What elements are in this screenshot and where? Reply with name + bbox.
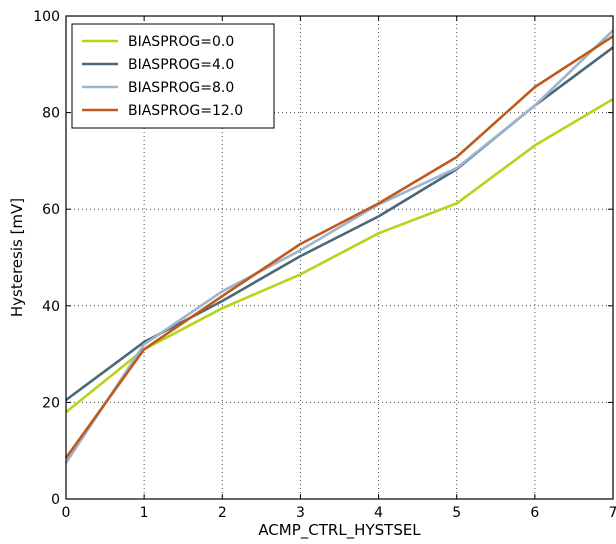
legend-label: BIASPROG=12.0 bbox=[128, 103, 243, 119]
x-axis-label: ACMP_CTRL_HYSTSEL bbox=[258, 521, 421, 540]
axis-ticks: 0 1 2 3 4 5 6 7 0 20 40 60 80 100 bbox=[33, 9, 616, 521]
x-tick-label: 6 bbox=[530, 505, 539, 521]
x-tick-label: 7 bbox=[609, 505, 616, 521]
x-tick-label: 4 bbox=[374, 505, 383, 521]
x-tick-label: 0 bbox=[62, 505, 71, 521]
x-tick-label: 3 bbox=[296, 505, 305, 521]
x-tick-label: 5 bbox=[452, 505, 461, 521]
x-tick-label: 1 bbox=[140, 505, 149, 521]
y-tick-label: 20 bbox=[42, 395, 60, 411]
series-line-2 bbox=[64, 29, 614, 464]
legend-label: BIASPROG=0.0 bbox=[128, 34, 234, 50]
y-axis-label: Hysteresis [mV] bbox=[8, 198, 26, 317]
legend-label: BIASPROG=8.0 bbox=[128, 80, 234, 96]
y-tick-label: 60 bbox=[42, 202, 60, 218]
y-tick-label: 0 bbox=[51, 492, 60, 508]
series-line-3 bbox=[64, 35, 614, 459]
series-lines bbox=[64, 29, 614, 464]
legend-label: BIASPROG=4.0 bbox=[128, 57, 234, 73]
x-tick-label: 2 bbox=[218, 505, 227, 521]
y-tick-label: 40 bbox=[42, 299, 60, 315]
y-tick-label: 100 bbox=[33, 9, 60, 25]
legend: BIASPROG=0.0 BIASPROG=4.0 BIASPROG=8.0 BIAS… bbox=[71, 23, 275, 129]
y-tick-label: 80 bbox=[42, 106, 60, 122]
series-line-0 bbox=[65, 97, 614, 414]
plot-frame bbox=[65, 15, 614, 500]
